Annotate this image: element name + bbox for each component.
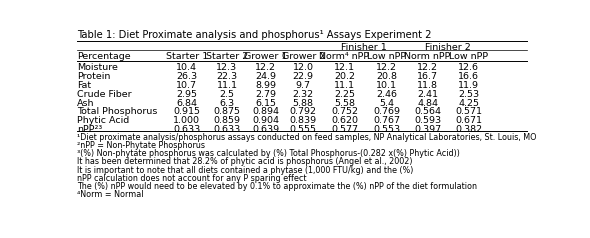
Text: Grower 2: Grower 2 (281, 52, 325, 61)
Text: 26.3: 26.3 (176, 72, 197, 81)
Text: 12.0: 12.0 (293, 63, 314, 72)
Text: 8.99: 8.99 (255, 81, 276, 90)
Text: 0.553: 0.553 (373, 125, 400, 134)
Text: 6.3: 6.3 (219, 99, 234, 108)
Text: 16.7: 16.7 (417, 72, 438, 81)
Text: 20.2: 20.2 (334, 72, 355, 81)
Text: 6.15: 6.15 (255, 99, 276, 108)
Text: 0.894: 0.894 (253, 107, 279, 116)
Text: Low nPP: Low nPP (449, 52, 488, 61)
Text: 0.859: 0.859 (214, 116, 241, 125)
Text: 2.32: 2.32 (293, 90, 314, 99)
Text: 12.1: 12.1 (334, 63, 355, 72)
Text: 1.000: 1.000 (173, 116, 200, 125)
Text: Fat: Fat (77, 81, 91, 90)
Text: 0.639: 0.639 (253, 125, 279, 134)
Text: 22.9: 22.9 (293, 72, 314, 81)
Text: 0.671: 0.671 (455, 116, 482, 125)
Text: 0.875: 0.875 (214, 107, 241, 116)
Text: Finisher 2: Finisher 2 (425, 43, 470, 52)
Text: nPP²³: nPP²³ (77, 125, 103, 134)
Text: 0.555: 0.555 (290, 125, 317, 134)
Text: 2.5: 2.5 (219, 90, 234, 99)
Text: 10.1: 10.1 (376, 81, 397, 90)
Text: 12.2: 12.2 (417, 63, 438, 72)
Text: The (%) nPP would need to be elevated by 0.1% to approximate the (%) nPP of the : The (%) nPP would need to be elevated by… (77, 182, 477, 191)
Text: 4.25: 4.25 (458, 99, 479, 108)
Text: 12.6: 12.6 (458, 63, 479, 72)
Text: Phytic Acid: Phytic Acid (77, 116, 130, 125)
Text: 0.904: 0.904 (253, 116, 279, 125)
Text: It has been determined that 28.2% of phytic acid is phosphorus (Angel et al., 20: It has been determined that 28.2% of phy… (77, 158, 413, 166)
Text: nPP calculation does not account for any P sparing effect: nPP calculation does not account for any… (77, 174, 307, 183)
Text: 0.915: 0.915 (173, 107, 200, 116)
Text: Percentage: Percentage (77, 52, 131, 61)
Text: 0.792: 0.792 (290, 107, 317, 116)
Text: 12.3: 12.3 (217, 63, 238, 72)
Text: 2.25: 2.25 (334, 90, 355, 99)
Text: ¹Diet proximate analysis/phosphorus assays conducted on feed samples, NP Analyti: ¹Diet proximate analysis/phosphorus assa… (77, 133, 537, 142)
Text: 0.571: 0.571 (455, 107, 482, 116)
Text: 0.564: 0.564 (414, 107, 441, 116)
Text: Total Phosphorus: Total Phosphorus (77, 107, 158, 116)
Text: 0.769: 0.769 (373, 107, 400, 116)
Text: Table 1: Diet Proximate analysis and phosphorus¹ Assays Experiment 2: Table 1: Diet Proximate analysis and pho… (77, 30, 432, 40)
Text: Crude Fiber: Crude Fiber (77, 90, 132, 99)
Text: Low nPP: Low nPP (367, 52, 407, 61)
Text: 12.2: 12.2 (255, 63, 276, 72)
Text: 11.9: 11.9 (458, 81, 479, 90)
Text: 5.58: 5.58 (334, 99, 355, 108)
Text: 6.84: 6.84 (176, 99, 197, 108)
Text: 11.1: 11.1 (217, 81, 237, 90)
Text: Protein: Protein (77, 72, 111, 81)
Text: 22.3: 22.3 (217, 72, 238, 81)
Text: 11.8: 11.8 (417, 81, 438, 90)
Text: 10.7: 10.7 (176, 81, 197, 90)
Text: 10.4: 10.4 (176, 63, 197, 72)
Text: ²nPP = Non-Phytate Phosphorus: ²nPP = Non-Phytate Phosphorus (77, 141, 205, 150)
Text: 12.2: 12.2 (376, 63, 397, 72)
Text: 2.53: 2.53 (458, 90, 479, 99)
Text: 5.88: 5.88 (293, 99, 314, 108)
Text: 9.7: 9.7 (296, 81, 311, 90)
Text: Starter 1: Starter 1 (166, 52, 208, 61)
Text: 4.84: 4.84 (417, 99, 438, 108)
Text: Moisture: Moisture (77, 63, 118, 72)
Text: It is important to note that all diets contained a phytase (1,000 FTU/kg) and th: It is important to note that all diets c… (77, 165, 414, 174)
Text: 0.577: 0.577 (331, 125, 358, 134)
Text: 2.46: 2.46 (376, 90, 397, 99)
Text: 2.95: 2.95 (176, 90, 197, 99)
Text: Norm nPP: Norm nPP (405, 52, 451, 61)
Text: 0.752: 0.752 (331, 107, 358, 116)
Text: 20.8: 20.8 (376, 72, 397, 81)
Text: Finisher 1: Finisher 1 (342, 43, 387, 52)
Text: 0.767: 0.767 (373, 116, 400, 125)
Text: 2.79: 2.79 (255, 90, 276, 99)
Text: Starter 2: Starter 2 (206, 52, 248, 61)
Text: 11.1: 11.1 (334, 81, 355, 90)
Text: 0.620: 0.620 (331, 116, 358, 125)
Text: 0.593: 0.593 (414, 116, 441, 125)
Text: ⁴Norm = Normal: ⁴Norm = Normal (77, 190, 144, 199)
Text: ³(%) Non-phytate phosphorus was calculated by (%) Total Phosphorus-(0.282 x(%) P: ³(%) Non-phytate phosphorus was calculat… (77, 149, 460, 158)
Text: Norm⁴ nPP: Norm⁴ nPP (319, 52, 369, 61)
Text: 0.633: 0.633 (173, 125, 201, 134)
Text: 0.839: 0.839 (290, 116, 317, 125)
Text: 24.9: 24.9 (255, 72, 276, 81)
Text: Ash: Ash (77, 99, 95, 108)
Text: 0.397: 0.397 (414, 125, 441, 134)
Text: 16.6: 16.6 (458, 72, 479, 81)
Text: Grower 1: Grower 1 (244, 52, 287, 61)
Text: 0.382: 0.382 (455, 125, 482, 134)
Text: 5.4: 5.4 (379, 99, 394, 108)
Text: 2.41: 2.41 (417, 90, 438, 99)
Text: 0.633: 0.633 (214, 125, 241, 134)
